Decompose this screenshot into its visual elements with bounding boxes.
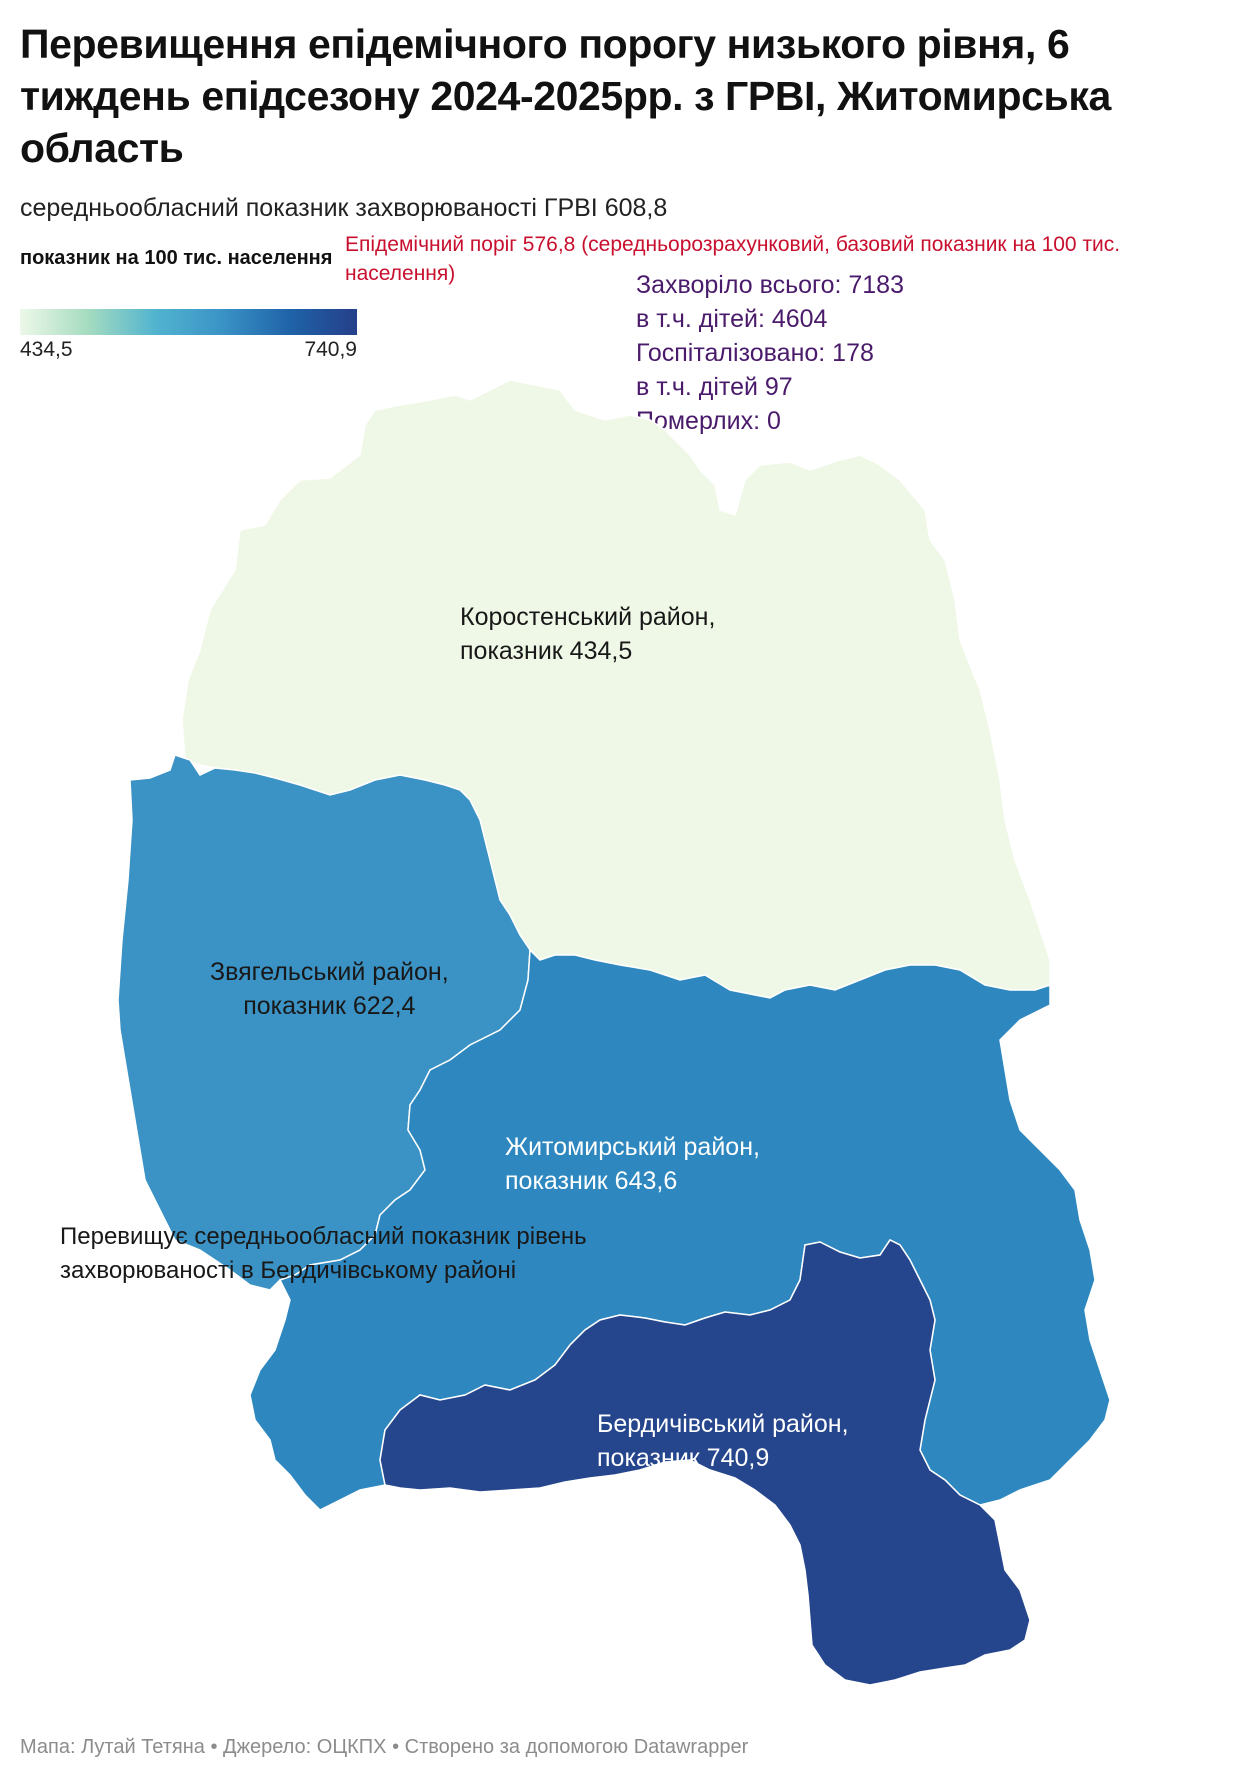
- label-korosten-value: показник 434,5: [460, 637, 633, 665]
- region-berdychiv[interactable]: [379, 1239, 1031, 1686]
- stat-total-sick: Захворіло всього: 7183: [636, 271, 904, 299]
- label-zviahel-value: показник 622,4: [243, 992, 416, 1020]
- label-berdychiv-value: показник 740,9: [597, 1444, 770, 1472]
- label-berdychiv: Бердичівський район, показник 740,9: [597, 1407, 849, 1475]
- legend-min-label: 434,5: [20, 338, 73, 361]
- legend-title: показник на 100 тис. населення: [20, 247, 333, 269]
- label-korosten-name: Коростенський район,: [460, 603, 716, 631]
- label-korosten: Коростенський район, показник 434,5: [460, 600, 715, 668]
- stats-block: Захворіло всього: 7183 в т.ч. дітей: 460…: [636, 268, 904, 438]
- label-zhytomyr: Житомирський район, показник 643,6: [505, 1130, 760, 1198]
- label-zviahel: Звягельський район, показник 622,4: [210, 955, 449, 1023]
- label-berdychiv-name: Бердичівський район,: [597, 1410, 849, 1438]
- stat-children-sick: в т.ч. дітей: 4604: [636, 305, 828, 333]
- legend-color-bar: [20, 309, 357, 335]
- label-zhytomyr-name: Житомирський район,: [505, 1133, 760, 1161]
- annotation-note: Перевищує середньообласний показник ріве…: [60, 1223, 587, 1284]
- label-zhytomyr-value: показник 643,6: [505, 1167, 678, 1195]
- map-title: Перевищення епідемічного порогу низького…: [20, 21, 1111, 171]
- stat-children-hospitalized: в т.ч. дітей 97: [636, 373, 793, 401]
- label-zviahel-name: Звягельський район,: [210, 958, 449, 986]
- threshold-note: Епідемічний поріг 576,8 (середньорозраху…: [345, 233, 1121, 285]
- subtitle: середньообласний показник захворюваності…: [20, 194, 668, 222]
- stat-hospitalized: Госпіталізовано: 178: [636, 339, 874, 367]
- legend-max-label: 740,9: [304, 338, 357, 361]
- footer-credits: Мапа: Лутай Тетяна • Джерело: ОЦКПХ • Ст…: [20, 1736, 749, 1758]
